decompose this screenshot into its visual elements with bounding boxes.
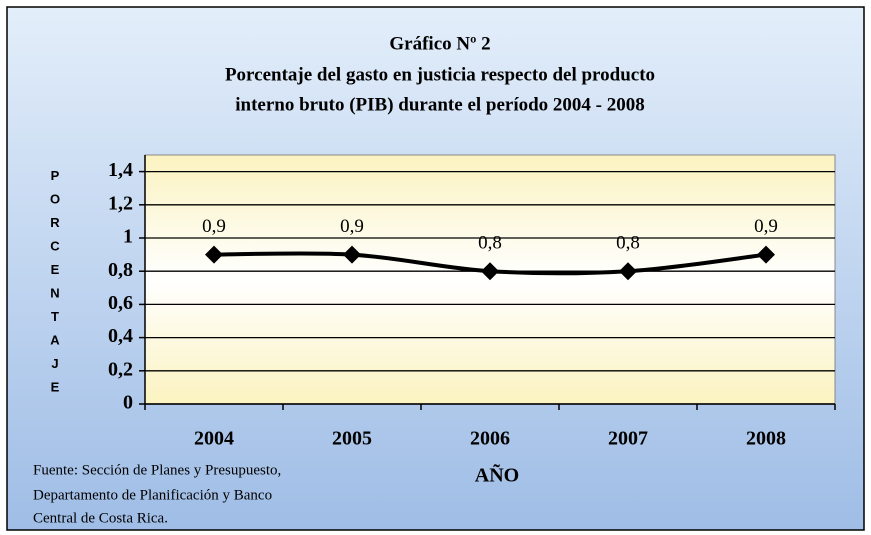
x-axis-title: AÑO bbox=[475, 464, 519, 487]
x-tick-label: 2007 bbox=[608, 428, 648, 450]
y-tick-label: 1,4 bbox=[108, 159, 133, 181]
x-tick-label: 2008 bbox=[746, 428, 786, 450]
x-tick-label: 2005 bbox=[332, 428, 372, 450]
source-note: Departamento de Planificación y Banco bbox=[33, 487, 272, 503]
data-point bbox=[205, 245, 223, 264]
chart-subtitle: Porcentaje del gasto en justicia respect… bbox=[225, 64, 655, 85]
data-label: 0,9 bbox=[754, 216, 778, 237]
y-tick-label: 1,2 bbox=[108, 192, 133, 214]
data-point bbox=[343, 245, 361, 264]
source-note: Fuente: Sección de Planes y Presupuesto, bbox=[33, 462, 281, 478]
source-note: Central de Costa Rica. bbox=[33, 510, 168, 526]
data-label: 0,9 bbox=[340, 216, 364, 237]
x-tick-label: 2004 bbox=[194, 428, 234, 450]
data-point bbox=[619, 262, 637, 281]
y-tick-label: 0,8 bbox=[108, 259, 133, 281]
data-label: 0,8 bbox=[478, 233, 502, 254]
data-point bbox=[481, 262, 499, 281]
data-label: 0,9 bbox=[202, 216, 226, 237]
y-tick-label: 0,4 bbox=[108, 325, 133, 347]
y-tick-label: 1 bbox=[123, 226, 133, 248]
chart-subtitle: interno bruto (PIB) durante el período 2… bbox=[235, 94, 645, 115]
x-tick-label: 2006 bbox=[470, 428, 510, 450]
chart-title: Gráfico Nº 2 bbox=[389, 33, 490, 54]
y-tick-label: 0 bbox=[123, 392, 133, 414]
data-label: 0,8 bbox=[616, 233, 640, 254]
y-axis-title: PORCENTAJE bbox=[48, 168, 63, 403]
y-tick-label: 0,2 bbox=[108, 358, 133, 380]
data-point bbox=[757, 245, 775, 264]
y-tick-label: 0,6 bbox=[108, 292, 133, 314]
